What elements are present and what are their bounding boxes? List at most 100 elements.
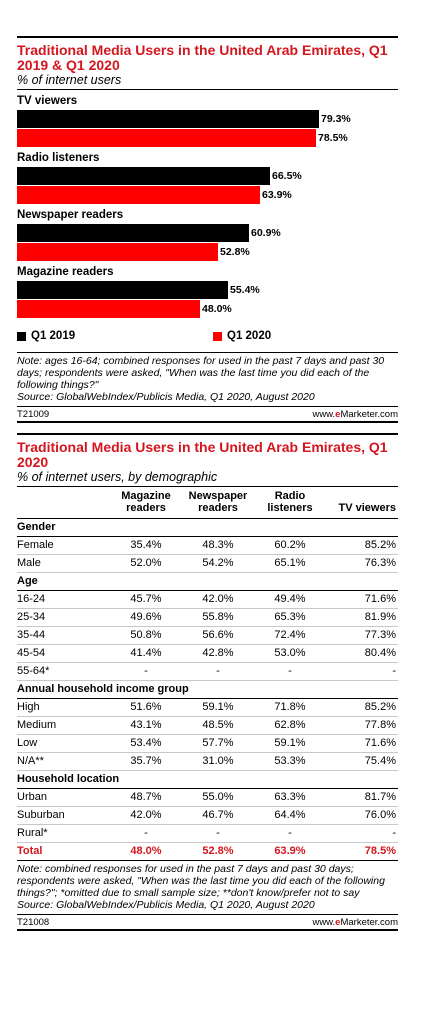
bar-row: 66.5% [17, 167, 398, 185]
table-cell: 48.7% [110, 788, 182, 807]
header-blank [17, 487, 110, 519]
table-body: Gender Female 35.4% 48.3% 60.2% 85.2% Male 52.0… [17, 518, 398, 861]
data-label: 79.3% [321, 113, 351, 125]
table-subtitle: % of internet users, by demographic [17, 470, 218, 484]
table-cell: 75.4% [326, 752, 398, 771]
table-row: 16-24 45.7% 42.0% 49.4% 71.6% [17, 590, 398, 609]
row-label: 55-64* [17, 662, 110, 681]
chart-notes: Note: ages 16-64; combined responses for… [17, 352, 398, 403]
total-cell: 63.9% [254, 842, 326, 861]
section-row-age: Age [17, 572, 398, 591]
table-row: 35-44 50.8% 56.6% 72.4% 77.3% [17, 626, 398, 645]
header-radio: Radio listeners [254, 487, 326, 519]
bar-q1-2020-radio-listeners [17, 186, 260, 204]
table-cell: - [182, 662, 254, 681]
table-cell: 46.7% [182, 806, 254, 825]
table-cell: 85.2% [326, 698, 398, 717]
table-cell: 45.7% [110, 590, 182, 609]
table-row: Medium 43.1% 48.5% 62.8% 77.8% [17, 716, 398, 735]
category-label: Radio listeners [17, 152, 100, 164]
header-magazine: Magazine readers [110, 487, 182, 519]
site-prefix: www. [312, 917, 336, 928]
row-label: N/A** [17, 752, 110, 771]
table-row: 25-34 49.6% 55.8% 65.3% 81.9% [17, 608, 398, 627]
section-row-gender: Gender [17, 518, 398, 537]
bar-row: 55.4% [17, 281, 398, 299]
table-cell: 64.4% [254, 806, 326, 825]
site-rest: Marketer.com [340, 409, 398, 420]
table-cell: 31.0% [182, 752, 254, 771]
table-row: 45-54 41.4% 42.8% 53.0% 80.4% [17, 644, 398, 663]
table-cell: 48.3% [182, 536, 254, 555]
legend-swatch-q1-2019 [17, 331, 26, 341]
bar-group-tv-viewers: TV viewers 79.3% 78.5% [17, 95, 398, 147]
table-cell: 65.1% [254, 554, 326, 573]
table-cell: 41.4% [110, 644, 182, 663]
bar-plot: TV viewers 79.3% 78.5% Radio listeners 66.5%… [17, 95, 398, 318]
table-cell: 54.2% [182, 554, 254, 573]
bar-q1-2020-tv-viewers [17, 129, 316, 147]
bottom-rule [17, 421, 398, 423]
row-label: 25-34 [17, 608, 110, 627]
emarketer-link[interactable]: www.eMarketer.com [312, 917, 398, 928]
table-cell: - [326, 662, 398, 681]
bar-group-newspaper-readers: Newspaper readers 60.9% 52.8% [17, 209, 398, 261]
table-note: Note: combined responses for used in the… [17, 863, 385, 899]
table-cell: - [110, 662, 182, 681]
table-row: N/A** 35.7% 31.0% 53.3% 75.4% [17, 752, 398, 771]
table-code: T21008 [17, 917, 50, 928]
site-brand: e [335, 409, 341, 420]
table-cell: 81.9% [326, 608, 398, 627]
section-label: Household location [17, 770, 398, 789]
table-row: Male 52.0% 54.2% 65.1% 76.3% [17, 554, 398, 573]
total-row: Total 48.0% 52.8% 63.9% 78.5% [17, 842, 398, 861]
total-label: Total [17, 842, 110, 861]
total-cell: 52.8% [182, 842, 254, 861]
table-cell: 71.8% [254, 698, 326, 717]
row-label: Male [17, 554, 110, 573]
table-row: Rural* - - - - [17, 824, 398, 843]
table-row: Female 35.4% 48.3% 60.2% 85.2% [17, 536, 398, 555]
table-cell: 49.4% [254, 590, 326, 609]
legend: Q1 2019 Q1 2020 [17, 330, 398, 348]
section-label: Annual household income group [17, 680, 398, 699]
table-source: Source: GlobalWebIndex/Publicis Media, Q… [17, 899, 315, 911]
bar-row: 48.0% [17, 300, 398, 318]
site-prefix: www. [312, 409, 336, 420]
table-cell: 53.0% [254, 644, 326, 663]
row-label: Suburban [17, 806, 110, 825]
table-cell: 59.1% [182, 698, 254, 717]
table-notes: Note: combined responses for used in the… [17, 863, 398, 911]
table-row: Urban 48.7% 55.0% 63.3% 81.7% [17, 788, 398, 807]
table-cell: 53.3% [254, 752, 326, 771]
table-cell: 43.1% [110, 716, 182, 735]
table-row: 55-64* - - - - [17, 662, 398, 681]
section-label: Gender [17, 518, 398, 537]
table-cell: 48.5% [182, 716, 254, 735]
data-label: 78.5% [318, 132, 348, 144]
chart-title: Traditional Media Users in the United Ar… [17, 42, 388, 73]
table-cell: 77.8% [326, 716, 398, 735]
table-cell: 49.6% [110, 608, 182, 627]
table-row: High 51.6% 59.1% 71.8% 85.2% [17, 698, 398, 717]
table-cell: 80.4% [326, 644, 398, 663]
subtitle-rule [17, 486, 398, 487]
table-cell: 55.0% [182, 788, 254, 807]
category-label: TV viewers [17, 95, 78, 107]
bar-q1-2019-magazine-readers [17, 281, 228, 299]
emarketer-link[interactable]: www.eMarketer.com [312, 409, 398, 420]
legend-label-q1-2019: Q1 2019 [31, 330, 76, 342]
bar-row: 78.5% [17, 129, 398, 147]
table-cell: 56.6% [182, 626, 254, 645]
table-cell: 85.2% [326, 536, 398, 555]
total-cell: 78.5% [326, 842, 398, 861]
top-rule [17, 433, 398, 435]
table-cell: 51.6% [110, 698, 182, 717]
bar-row: 63.9% [17, 186, 398, 204]
demographic-table: Magazine readers Newspaper readers Radio… [17, 487, 398, 861]
data-label: 48.0% [202, 303, 232, 315]
header-tv: TV viewers [326, 487, 398, 519]
bar-row: 52.8% [17, 243, 398, 261]
table-cell: 60.2% [254, 536, 326, 555]
header-newspaper: Newspaper readers [182, 487, 254, 519]
